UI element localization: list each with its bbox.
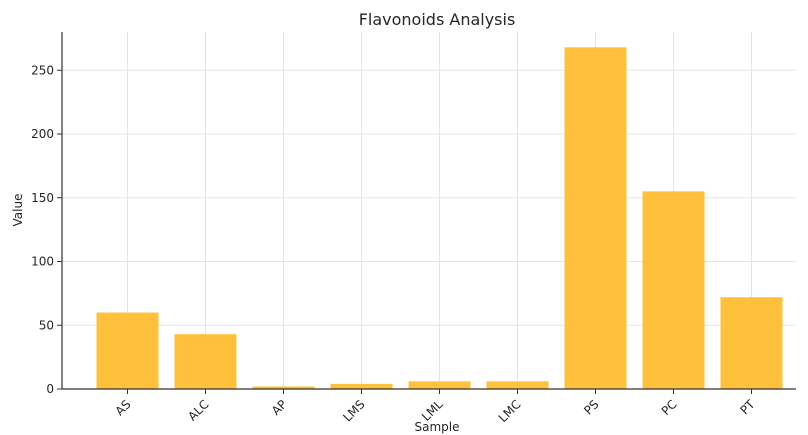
y-axis-label: Value xyxy=(11,194,25,227)
y-tick-label: 50 xyxy=(39,318,54,332)
x-tick-label: PC xyxy=(659,397,680,418)
bar-lml xyxy=(408,381,471,389)
x-tick-label: LMS xyxy=(340,397,367,424)
x-tick-label: AS xyxy=(113,397,134,418)
x-tick-label: PS xyxy=(581,397,601,417)
chart-title: Flavonoids Analysis xyxy=(359,10,516,29)
y-tick-label: 0 xyxy=(46,382,54,396)
bar-alc xyxy=(174,334,237,389)
bar-as xyxy=(96,312,159,389)
bar-pt xyxy=(720,297,783,389)
y-tick-label: 100 xyxy=(31,255,54,269)
x-tick-label: PT xyxy=(737,397,758,418)
x-tick-label: ALC xyxy=(185,397,211,423)
x-axis-label: Sample xyxy=(415,420,460,434)
bars-layer xyxy=(96,47,783,390)
y-tick-label: 200 xyxy=(31,127,54,141)
bar-ap xyxy=(252,386,315,389)
y-tick-label: 150 xyxy=(31,191,54,205)
y-tick-label: 250 xyxy=(31,63,54,77)
bar-ps xyxy=(564,47,627,390)
bar-pc xyxy=(642,191,705,389)
x-tick-label: AP xyxy=(269,397,290,418)
bar-lms xyxy=(330,383,393,389)
x-tick-label: LMC xyxy=(496,397,524,425)
bar-lmc xyxy=(486,381,549,389)
